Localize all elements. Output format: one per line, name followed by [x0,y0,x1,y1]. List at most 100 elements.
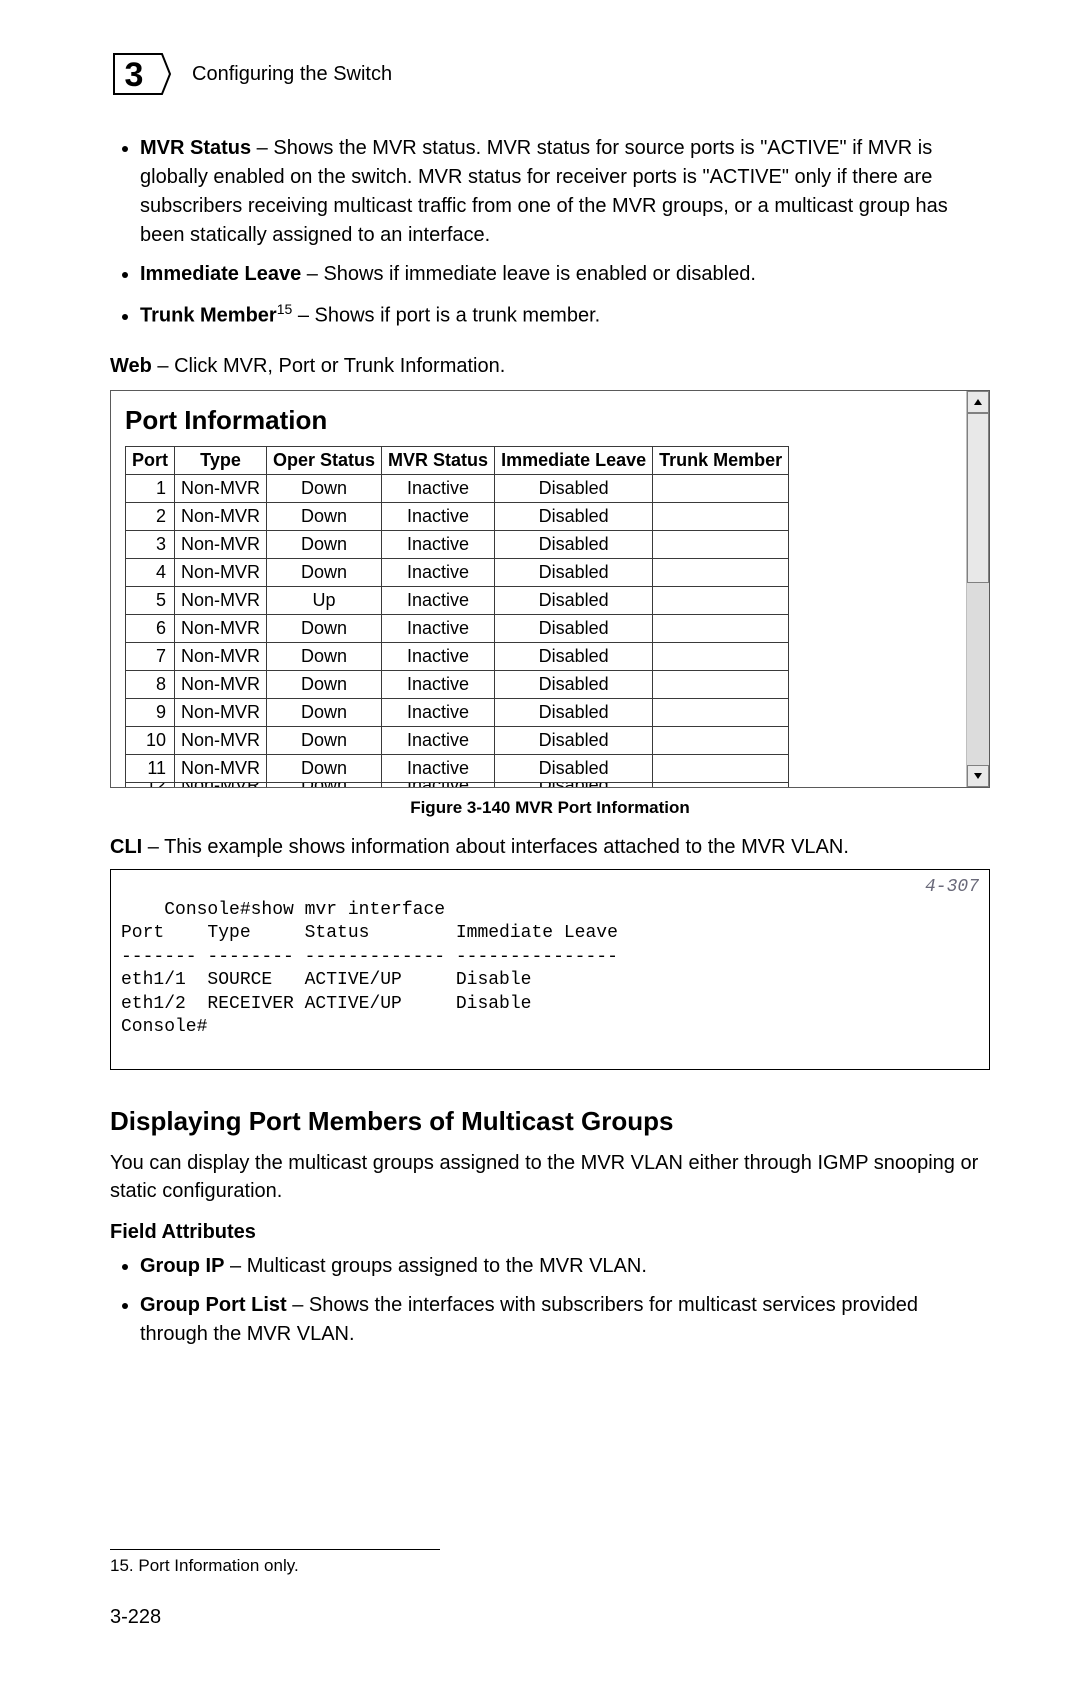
table-cell [653,474,789,502]
port-info-table: Port Type Oper Status MVR Status Immedia… [125,446,789,787]
desc: – Shows if immediate leave is enabled or… [301,263,756,285]
scroll-up-button[interactable] [967,391,989,413]
scroll-track[interactable] [967,413,989,765]
table-row: 9Non-MVRDownInactiveDisabled [126,698,789,726]
table-cell: Down [267,754,382,782]
table-cell: Inactive [382,586,495,614]
table-cell: Non-MVR [175,698,267,726]
term: Trunk Member [140,305,277,327]
header-title: Configuring the Switch [192,63,392,86]
table-cell: 9 [126,698,175,726]
footnote-text: Port Information only. [138,1556,298,1575]
table-cell: Non-MVR [175,502,267,530]
page-header: 3 Configuring the Switch [110,50,990,98]
table-cell [653,502,789,530]
footnote: 15. Port Information only. [110,1556,990,1576]
col-mvr-status: MVR Status [382,446,495,474]
table-cell: Non-MVR [175,474,267,502]
table-row: 3Non-MVRDownInactiveDisabled [126,530,789,558]
table-row: 2Non-MVRDownInactiveDisabled [126,502,789,530]
table-cell: Non-MVR [175,670,267,698]
footnote-separator [110,1549,440,1550]
table-cell: 11 [126,754,175,782]
attr-immediate-leave: Immediate Leave – Shows if immediate lea… [140,260,990,289]
table-cell: Disabled [495,474,653,502]
scroll-down-button[interactable] [967,765,989,787]
table-cell: 4 [126,558,175,586]
arrow-down-icon [973,772,983,780]
table-cell: Disabled [495,726,653,754]
table-cell: Down [267,614,382,642]
field-attributes-list-2: Group IP – Multicast groups assigned to … [110,1252,990,1349]
table-row: 5Non-MVRUpInactiveDisabled [126,586,789,614]
web-instruction: Web – Click MVR, Port or Trunk Informati… [110,355,990,378]
table-cell: Down [267,782,382,787]
attr-group-ip: Group IP – Multicast groups assigned to … [140,1252,990,1281]
section-para: You can display the multicast groups ass… [110,1149,990,1205]
table-cell: 6 [126,614,175,642]
web-ui-screenshot: Port Information Port Type Oper Status M… [110,390,990,788]
footnote-num: 15. [110,1556,134,1575]
scroll-thumb[interactable] [967,413,989,583]
table-cell: 7 [126,642,175,670]
term: Group IP [140,1255,224,1277]
chapter-number: 3 [125,56,144,94]
table-cell: Disabled [495,782,653,787]
col-immediate-leave: Immediate Leave [495,446,653,474]
desc: – Multicast groups assigned to the MVR V… [224,1255,646,1277]
section-heading: Displaying Port Members of Multicast Gro… [110,1106,990,1137]
table-cell: Non-MVR [175,530,267,558]
attr-group-port-list: Group Port List – Shows the interfaces w… [140,1291,990,1349]
text: – This example shows information about i… [142,836,849,858]
table-cell: Inactive [382,670,495,698]
field-attributes-heading: Field Attributes [110,1221,990,1244]
table-cell: Non-MVR [175,614,267,642]
table-cell: Non-MVR [175,558,267,586]
table-cell [653,558,789,586]
table-cell: Inactive [382,474,495,502]
table-cell: Non-MVR [175,586,267,614]
table-cell: Inactive [382,530,495,558]
table-cell: Up [267,586,382,614]
table-cell: Inactive [382,754,495,782]
table-cell: Down [267,530,382,558]
term: Immediate Leave [140,263,301,285]
table-cell [653,754,789,782]
table-cell [653,642,789,670]
table-cell: Disabled [495,642,653,670]
page-number: 3-228 [110,1606,990,1629]
table-cell: Disabled [495,502,653,530]
table-row: 1Non-MVRDownInactiveDisabled [126,474,789,502]
table-cell: Disabled [495,698,653,726]
field-attributes-list: MVR Status – Shows the MVR status. MVR s… [110,134,990,331]
col-port: Port [126,446,175,474]
col-trunk-member: Trunk Member [653,446,789,474]
chapter-badge: 3 [110,50,174,98]
table-row-partial: 12Non-MVRDownInactiveDisabled [126,782,789,787]
term: Group Port List [140,1294,287,1316]
table-cell: 2 [126,502,175,530]
table-cell: Disabled [495,558,653,586]
table-cell: Disabled [495,586,653,614]
term: MVR Status [140,137,251,159]
cli-output: Console#show mvr interface Port Type Sta… [121,900,618,1037]
table-cell: Inactive [382,558,495,586]
table-row: 6Non-MVRDownInactiveDisabled [126,614,789,642]
table-cell: 8 [126,670,175,698]
scrollbar[interactable] [966,391,989,787]
table-cell [653,530,789,558]
table-cell: Inactive [382,614,495,642]
table-cell: Down [267,726,382,754]
table-cell: Down [267,698,382,726]
table-header-row: Port Type Oper Status MVR Status Immedia… [126,446,789,474]
table-cell [653,726,789,754]
figure-caption: Figure 3-140 MVR Port Information [110,798,990,818]
screenshot-content: Port Information Port Type Oper Status M… [111,391,966,787]
cli-instruction: CLI – This example shows information abo… [110,836,990,859]
table-cell: Down [267,474,382,502]
table-cell: Down [267,502,382,530]
table-cell: Disabled [495,754,653,782]
table-cell: 5 [126,586,175,614]
table-cell [653,586,789,614]
table-cell [653,614,789,642]
